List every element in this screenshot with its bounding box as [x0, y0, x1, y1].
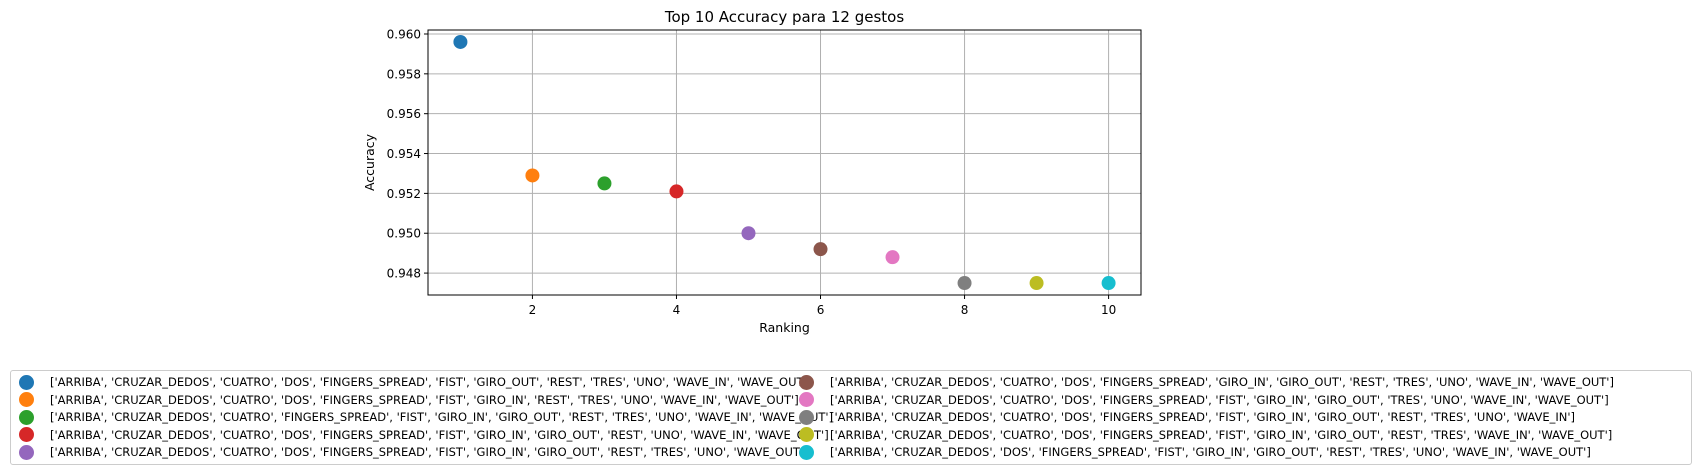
legend: ['ARRIBA', 'CRUZAR_DEDOS', 'CUATRO', 'DO…	[10, 370, 1692, 465]
legend-item: ['ARRIBA', 'CRUZAR_DEDOS', 'CUATRO', 'DO…	[19, 372, 811, 392]
legend-marker	[19, 392, 34, 407]
data-point-2	[525, 168, 540, 183]
grid	[428, 30, 1141, 295]
legend-marker	[799, 444, 814, 460]
axis-ticks: 2 4 6 8 10 0.948 0.950 0.952 0.954 0.956 0.958 0.96…	[387, 27, 1117, 317]
legend-item: ['ARRIBA', 'CRUZAR_DEDOS', 'CUATRO', 'DO…	[799, 407, 1575, 427]
legend-marker	[799, 427, 814, 442]
x-axis-label: Ranking	[759, 320, 810, 335]
x-tick-label: 8	[961, 303, 969, 317]
legend-marker	[19, 374, 34, 390]
legend-item: ['ARRIBA', 'CRUZAR_DEDOS', 'CUATRO', 'DO…	[19, 425, 829, 445]
legend-label: ['ARRIBA', 'CRUZAR_DEDOS', 'CUATRO', 'DO…	[830, 410, 1576, 424]
legend-label: ['ARRIBA', 'CRUZAR_DEDOS', 'CUATRO', 'DO…	[830, 392, 1609, 407]
legend-label: ['ARRIBA', 'CRUZAR_DEDOS', 'DOS', 'FINGE…	[830, 445, 1591, 459]
legend-label: ['ARRIBA', 'CRUZAR_DEDOS', 'CUATRO', 'FI…	[50, 410, 834, 424]
data-point-1	[453, 34, 468, 49]
y-tick-label: 0.956	[387, 107, 421, 121]
x-tick-label: 2	[529, 303, 537, 317]
scatter-chart: 2 4 6 8 10 0.948 0.950 0.952 0.954 0.956 0.958 0.96…	[362, 8, 1142, 335]
legend-label: ['ARRIBA', 'CRUZAR_DEDOS', 'CUATRO', 'DO…	[50, 445, 808, 459]
x-tick-label: 4	[673, 303, 681, 317]
legend-label: ['ARRIBA', 'CRUZAR_DEDOS', 'CUATRO', 'DO…	[50, 392, 799, 407]
x-tick-label: 6	[817, 303, 825, 317]
legend-marker	[799, 374, 814, 390]
y-tick-label: 0.960	[387, 27, 421, 41]
data-point-6	[813, 242, 828, 257]
data-point-10	[1101, 276, 1116, 291]
legend-item: ['ARRIBA', 'CRUZAR_DEDOS', 'CUATRO', 'DO…	[799, 372, 1614, 392]
legend-item: ['ARRIBA', 'CRUZAR_DEDOS', 'CUATRO', 'DO…	[19, 390, 799, 410]
legend-item: ['ARRIBA', 'CRUZAR_DEDOS', 'CUATRO', 'FI…	[19, 407, 833, 427]
legend-item: ['ARRIBA', 'CRUZAR_DEDOS', 'CUATRO', 'DO…	[19, 442, 808, 462]
legend-marker	[799, 409, 814, 425]
legend-label: ['ARRIBA', 'CRUZAR_DEDOS', 'CUATRO', 'DO…	[830, 375, 1614, 389]
legend-item: ['ARRIBA', 'CRUZAR_DEDOS', 'DOS', 'FINGE…	[799, 442, 1591, 462]
legend-marker	[799, 392, 814, 407]
data-point-7	[885, 250, 900, 265]
x-tick-label: 10	[1101, 303, 1116, 317]
legend-label: ['ARRIBA', 'CRUZAR_DEDOS', 'CUATRO', 'DO…	[50, 375, 812, 389]
plot-frame	[427, 29, 1142, 296]
data-point-9	[1029, 276, 1044, 291]
legend-item: ['ARRIBA', 'CRUZAR_DEDOS', 'CUATRO', 'DO…	[799, 390, 1609, 410]
legend-marker	[19, 427, 34, 442]
data-point-5	[741, 226, 756, 241]
data-points	[453, 34, 1116, 291]
y-tick-label: 0.948	[387, 267, 421, 281]
data-point-3	[597, 176, 612, 191]
chart-title: Top 10 Accuracy para 12 gestos	[664, 8, 905, 26]
legend-label: ['ARRIBA', 'CRUZAR_DEDOS', 'CUATRO', 'DO…	[830, 427, 1613, 442]
legend-marker	[19, 444, 34, 460]
legend-marker	[19, 409, 34, 425]
y-tick-label: 0.954	[387, 147, 421, 161]
legend-item: ['ARRIBA', 'CRUZAR_DEDOS', 'CUATRO', 'DO…	[799, 425, 1612, 445]
y-tick-label: 0.952	[387, 187, 421, 201]
data-point-8	[957, 276, 972, 291]
legend-label: ['ARRIBA', 'CRUZAR_DEDOS', 'CUATRO', 'DO…	[50, 427, 829, 442]
y-tick-label: 0.958	[387, 67, 421, 81]
data-point-4	[669, 184, 684, 199]
y-tick-label: 0.950	[387, 227, 421, 241]
y-axis-label: Accuracy	[362, 133, 377, 191]
